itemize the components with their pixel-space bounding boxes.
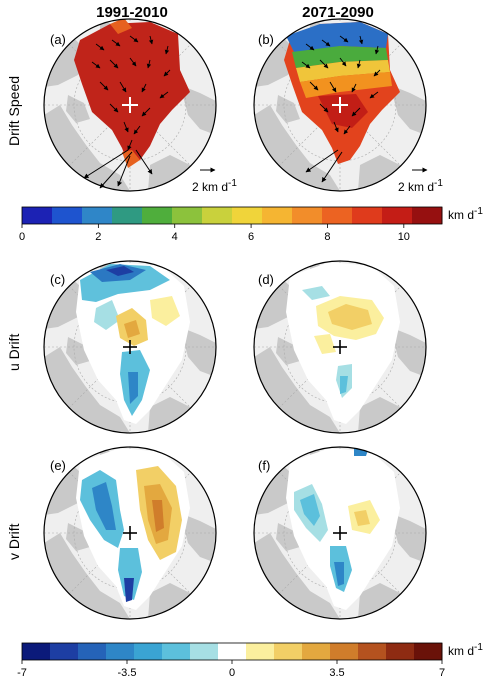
panel-letter-f: (f) xyxy=(258,458,271,473)
colorbar-speed-swatch xyxy=(142,207,173,224)
column-title-1991-2010: 1991-2010 xyxy=(96,4,168,21)
colorbar-drift-unit: km d-1 xyxy=(448,642,483,658)
colorbar-speed-swatch xyxy=(82,207,113,224)
colorbar-speed-tick-label: 2 xyxy=(95,231,102,243)
scale-label-a: 2 km d-1 xyxy=(192,178,237,194)
colorbar-speed-tick-label: 4 xyxy=(171,231,178,243)
panel-letter-e: (e) xyxy=(50,458,66,473)
colorbar-speed-tick-label: 6 xyxy=(248,231,255,243)
colorbar-drift-swatch xyxy=(50,643,79,660)
colorbar-speed-swatch xyxy=(382,207,413,224)
colorbar-speed-tick-label: 10 xyxy=(397,231,410,243)
colorbar-drift-tick-label: -7 xyxy=(17,667,27,679)
panel-letter-b: (b) xyxy=(258,32,274,47)
colorbar-speed-swatch xyxy=(112,207,143,224)
colorbar-drift-swatch xyxy=(246,643,275,660)
colorbar-speed-swatch xyxy=(262,207,293,224)
colorbar-speed-unit: km d-1 xyxy=(448,206,483,222)
panel-f-map xyxy=(253,446,427,620)
colorbar-speed-border xyxy=(21,206,443,225)
colorbar-drift-swatch xyxy=(302,643,331,660)
colorbar-drift-swatch xyxy=(274,643,303,660)
panel-e-map xyxy=(43,446,217,620)
colorbar-drift-swatch xyxy=(162,643,191,660)
panel-b-map xyxy=(253,18,427,192)
column-title-2071-2090: 2071-2090 xyxy=(302,4,374,21)
colorbar-speed-tick-label: 0 xyxy=(18,231,26,243)
colorbar-drift-swatch xyxy=(358,643,387,660)
colorbar-speed-swatch xyxy=(412,207,443,224)
colorbar-drift-swatch xyxy=(414,643,443,660)
colorbar-drift-swatch xyxy=(78,643,107,660)
colorbar-speed-swatch xyxy=(232,207,263,224)
colorbar-drift-swatch xyxy=(22,643,51,660)
scale-label-b: 2 km d-1 xyxy=(398,178,443,194)
colorbar-drift-swatch xyxy=(330,643,359,660)
colorbar-drift-swatch xyxy=(386,643,415,660)
panel-letter-a: (a) xyxy=(50,32,66,47)
colorbar-drift-swatch xyxy=(134,643,163,660)
colorbar-speed-tick-label: 8 xyxy=(324,231,331,243)
colorbar-drift-swatch xyxy=(190,643,219,660)
colorbar-speed-swatch xyxy=(352,207,383,224)
colorbar-drift-tick-label: 7 xyxy=(438,667,446,679)
colorbar-drift-tick-label: -3.5 xyxy=(117,667,137,679)
colorbar-drift xyxy=(21,642,443,664)
panel-letter-c: (c) xyxy=(50,272,66,287)
colorbar-speed-swatch xyxy=(202,207,233,224)
colorbar-speed-swatch xyxy=(22,207,53,224)
colorbar-speed-swatch xyxy=(292,207,323,224)
colorbar-speed-swatch xyxy=(322,207,353,224)
panel-c-map xyxy=(43,260,217,434)
colorbar-drift-swatch xyxy=(218,643,247,660)
colorbar-speed-swatch xyxy=(52,207,83,224)
colorbar-drift-tick-label: 0 xyxy=(228,667,236,679)
colorbar-drift-swatch xyxy=(106,643,135,660)
colorbar-speed-swatch xyxy=(172,207,203,224)
colorbar-drift-tick-label: 3.5 xyxy=(329,667,345,679)
panel-a-map xyxy=(43,18,217,192)
panel-letter-d: (d) xyxy=(258,272,274,287)
colorbar-speed xyxy=(21,206,443,228)
panel-d-map xyxy=(253,260,427,434)
